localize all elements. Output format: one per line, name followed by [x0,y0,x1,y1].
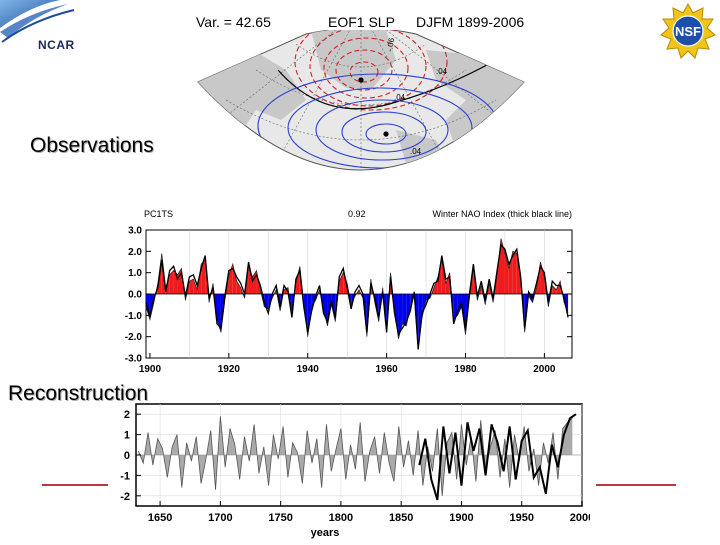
nsf-seal-icon: NSF [660,2,716,59]
pc1-negative-bar [402,294,407,326]
period-label: DJFM 1899-2006 [416,14,525,30]
eof-map-svg: -.06 .04 .04 .04 [197,27,525,171]
observed-nao-line [418,413,577,501]
recon-xtick-label: 1700 [208,512,232,524]
pc1-positive-bar [540,262,545,294]
pc1-xtick-label: 1940 [297,364,320,375]
pc1-positive-bar [193,279,198,294]
reconstruction-chart-svg: 2 1 0 -1 -2 1650 1700 1750 1800 1850 1900 1950 2000 y… [120,403,594,539]
zero-contour [277,59,497,110]
pc1-ytick-label: 0.0 [128,290,142,301]
ncar-logo-text: NCAR [38,38,75,52]
eof-map: -.06 .04 .04 .04 [196,27,526,198]
pc1-ytick-label: -3.0 [125,354,143,365]
recon-ytick-label: 0 [124,450,130,462]
reconstruction-fill [138,416,573,496]
divider-left [42,484,108,486]
divider-right [596,484,676,486]
pc1-positive-bar [556,281,561,294]
pc1-timeseries-chart: PC1TS 0.92 Winter NAO Index (thick black… [100,204,580,390]
pc1-xtick-label: 1980 [454,364,477,375]
pc1-positive-bar [248,266,253,294]
pc1-negative-bar [418,294,423,348]
pc1-positive-bar [437,259,442,294]
pc1-positive-bar [228,264,233,294]
pc1-positive-bar [189,279,194,294]
recon-ytick-label: -1 [120,470,130,482]
recon-ytick-label: 1 [124,430,130,442]
eof-name-label: EOF1 SLP [328,14,395,30]
recon-xtick-label: 1850 [389,512,413,524]
contour-label-1: -.06 [385,37,396,53]
recon-xtick-label: 1650 [148,512,172,524]
iceland-station-dot [358,77,364,83]
pc1-xtick-label: 1920 [218,364,241,375]
pc1-positive-bar [512,251,517,294]
pc1-positive-bar [343,272,348,294]
pc1-title-left: PC1TS [144,209,173,219]
pc1-negative-bar [323,294,328,326]
pc1-ytick-label: 2.0 [128,247,142,258]
nsf-logo-text: NSF [675,24,701,39]
pc1-ytick-label: -1.0 [125,311,143,322]
ncar-logo [0,0,96,60]
pc1-ytick-label: -2.0 [125,332,143,343]
pc1-positive-bar [501,238,505,294]
pc1-ytick-label: 1.0 [128,268,142,279]
pc1-positive-bar [317,289,320,294]
pc1-positive-bar [516,253,521,294]
pc1-xtick-label: 2000 [533,364,556,375]
pc1-positive-bar [552,285,557,294]
pc1-negative-bar [291,294,295,314]
pc1-positive-bar [276,289,277,294]
pc1-negative-bar [564,294,569,314]
reconstruction-chart: 2 1 0 -1 -2 1650 1700 1750 1800 1850 1900 1950 2000 y… [100,398,594,540]
recon-xtick-label: 1900 [449,512,473,524]
recon-xtick-label: 1800 [329,512,353,524]
pc1-positive-bar [441,259,446,294]
contour-label-4: .04 [410,147,422,156]
pc1-positive-bar [339,272,344,294]
azores-station-dot [383,131,389,137]
nsf-logo: NSF [656,2,720,60]
recon-ytick-label: -2 [120,491,130,503]
recon-xtick-label: 1950 [509,512,533,524]
pc1-positive-bar [508,251,513,294]
pc1-positive-bar [169,270,174,294]
pc1-ytick-label: 3.0 [128,226,142,237]
reconstruction-line [138,416,573,496]
pc1-positive-bar [283,289,285,294]
pc1-positive-bar [201,259,206,294]
pc1-positive-bar [504,253,509,294]
pc1-xtick-label: 1960 [375,364,398,375]
contour-label-3: .04 [394,93,406,102]
recon-xtick-label: 1750 [268,512,292,524]
contour-label-2: .04 [436,67,448,76]
pc1-negative-bar [272,294,275,299]
recon-xtick-label: 2000 [570,512,590,524]
pc1-xtick-label: 1900 [139,364,162,375]
pc1-title-right: Winter NAO Index (thick black line) [432,209,572,219]
pc1-negative-bar [311,294,316,307]
recon-xlabel: years [311,527,340,539]
nao-index-line [145,243,569,350]
pc1-chart-svg: PC1TS 0.92 Winter NAO Index (thick black… [125,209,573,375]
pc1-positive-bar [155,283,158,294]
pc1-correlation: 0.92 [348,209,366,219]
reconstruction-label: Reconstruction [8,382,149,405]
negative-contours [294,28,448,111]
pc1-positive-bar [245,266,249,294]
observations-label: Observations [30,134,154,157]
recon-ytick-label: 2 [124,409,130,421]
pc1-positive-bar [236,281,241,294]
ncar-swoosh-icon [0,0,75,43]
variance-label: Var. = 42.65 [196,14,271,30]
